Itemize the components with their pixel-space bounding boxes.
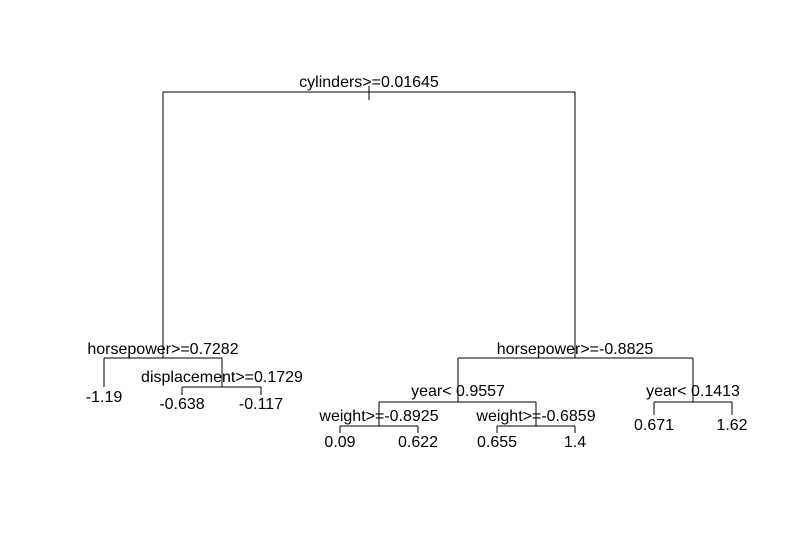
leaf-value: 1.62 [716,417,747,434]
split-label-year-right: year< 0.1413 [646,383,740,400]
leaf-value: 1.4 [564,434,586,451]
leaf-value: 0.671 [634,417,674,434]
split-label-displacement: displacement>=0.1729 [141,369,303,386]
leaf-value: 0.622 [398,434,438,451]
split-label-root: cylinders>=0.01645 [299,74,439,91]
split-label-weight-left: weight>=-0.8925 [318,408,438,425]
leaf-value: 0.09 [324,434,355,451]
leaf-value: 0.655 [477,434,517,451]
leaf-value: -0.117 [239,396,283,413]
leaf-value: -0.638 [159,396,204,413]
split-label-weight-right: weight>=-0.6859 [475,408,595,425]
leaf-value: -1.19 [86,389,123,406]
split-label-horsepower-right: horsepower>=-0.8825 [497,341,654,358]
split-label-horsepower-left: horsepower>=0.7282 [87,341,238,358]
split-label-year-left: year< 0.9557 [411,383,505,400]
